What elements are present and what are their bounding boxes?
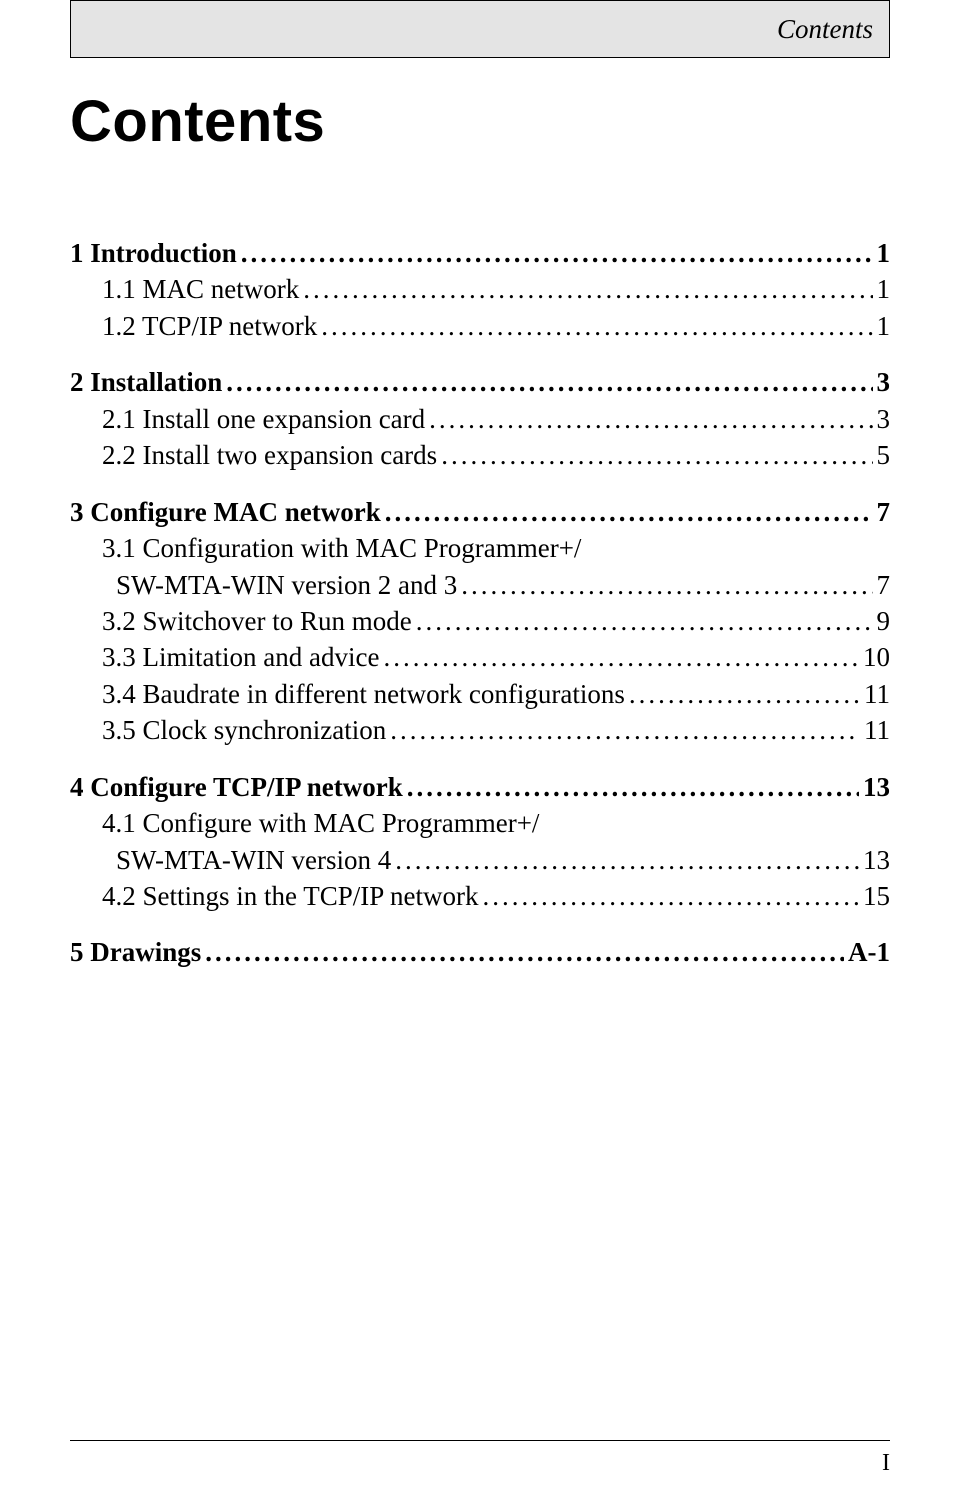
toc-label: 3.4 Baudrate in different network config… [102,676,625,712]
toc-label: 1.1 MAC network [102,271,299,307]
toc-leader-dots [317,308,872,344]
toc-label-cont: SW-MTA-WIN version 2 and 3 [116,567,457,603]
toc-page-number: 7 [873,494,891,530]
toc-entry-cont[interactable]: SW-MTA-WIN version 4 13 [70,842,890,878]
toc-page-number: 15 [859,878,890,914]
toc-leader-dots [479,878,859,914]
toc-label: 3.3 Limitation and advice [102,639,379,675]
toc-entry[interactable]: 3.5 Clock synchronization 11 [70,712,890,748]
toc-leader-dots [625,676,860,712]
toc-page-number: 9 [873,603,891,639]
toc-leader-dots [391,842,859,878]
toc-page-number: 1 [873,308,891,344]
toc-leader-dots [425,401,872,437]
toc-label: 3.1 Configuration with MAC Programmer+/ [102,530,581,566]
toc-entry[interactable]: 2.2 Install two expansion cards 5 [70,437,890,473]
header-bar: Contents [70,0,890,58]
table-of-contents: 1 Introduction11.1 MAC network11.2 TCP/I… [70,215,890,971]
page-title: Contents [70,88,325,155]
toc-page-number: 13 [859,769,890,805]
toc-leader-dots [237,235,873,271]
toc-entry[interactable]: 1.1 MAC network 1 [70,271,890,307]
toc-page-number: 11 [860,676,890,712]
toc-label: 1.2 TCP/IP network [102,308,317,344]
toc-page-number: 3 [873,401,891,437]
toc-label: 3.5 Clock synchronization [102,712,386,748]
toc-leader-dots [412,603,873,639]
toc-page-number: 11 [860,712,890,748]
toc-page-number: 3 [873,364,891,400]
toc-leader-dots [457,567,872,603]
toc-label: 2.1 Install one expansion card [102,401,425,437]
toc-label: 5 Drawings [70,934,201,970]
toc-leader-dots [437,437,872,473]
toc-leader-dots [222,364,872,400]
toc-leader-dots [381,494,873,530]
toc-entry[interactable]: 2.1 Install one expansion card 3 [70,401,890,437]
toc-entry[interactable]: 3.4 Baudrate in different network config… [70,676,890,712]
toc-label: 3.2 Switchover to Run mode [102,603,412,639]
toc-leader-dots [386,712,860,748]
toc-leader-dots [403,769,859,805]
page-number: I [882,1450,890,1477]
toc-entry-cont[interactable]: SW-MTA-WIN version 2 and 3 7 [70,567,890,603]
toc-entry[interactable]: 4.1 Configure with MAC Programmer+/ [70,805,890,841]
toc-section[interactable]: 4 Configure TCP/IP network 13 [70,769,890,805]
toc-leader-dots [299,271,872,307]
toc-label: 3 Configure MAC network [70,494,381,530]
toc-page-number: A-1 [844,934,890,970]
toc-label: 4.2 Settings in the TCP/IP network [102,878,479,914]
toc-page-number: 1 [873,235,891,271]
header-label: Contents [777,14,873,45]
toc-page-number: 1 [873,271,891,307]
toc-page-number: 5 [873,437,891,473]
toc-page-number: 13 [859,842,890,878]
footer-rule [70,1440,890,1441]
toc-leader-dots [201,934,844,970]
toc-entry[interactable]: 3.2 Switchover to Run mode 9 [70,603,890,639]
page: Contents Contents 1 Introduction11.1 MAC… [0,0,960,1501]
toc-entry[interactable]: 4.2 Settings in the TCP/IP network 15 [70,878,890,914]
toc-section[interactable]: 2 Installation 3 [70,364,890,400]
toc-page-number: 7 [873,567,891,603]
toc-entry[interactable]: 1.2 TCP/IP network 1 [70,308,890,344]
toc-section[interactable]: 3 Configure MAC network 7 [70,494,890,530]
toc-label-cont: SW-MTA-WIN version 4 [116,842,391,878]
toc-label: 2.2 Install two expansion cards [102,437,437,473]
toc-label: 4 Configure TCP/IP network [70,769,403,805]
toc-page-number: 10 [859,639,890,675]
toc-label: 4.1 Configure with MAC Programmer+/ [102,805,539,841]
toc-label: 1 Introduction [70,235,237,271]
toc-leader-dots [379,639,859,675]
toc-entry[interactable]: 3.3 Limitation and advice 10 [70,639,890,675]
toc-section[interactable]: 5 Drawings A-1 [70,934,890,970]
toc-label: 2 Installation [70,364,222,400]
toc-entry[interactable]: 3.1 Configuration with MAC Programmer+/ [70,530,890,566]
toc-section[interactable]: 1 Introduction 1 [70,235,890,271]
